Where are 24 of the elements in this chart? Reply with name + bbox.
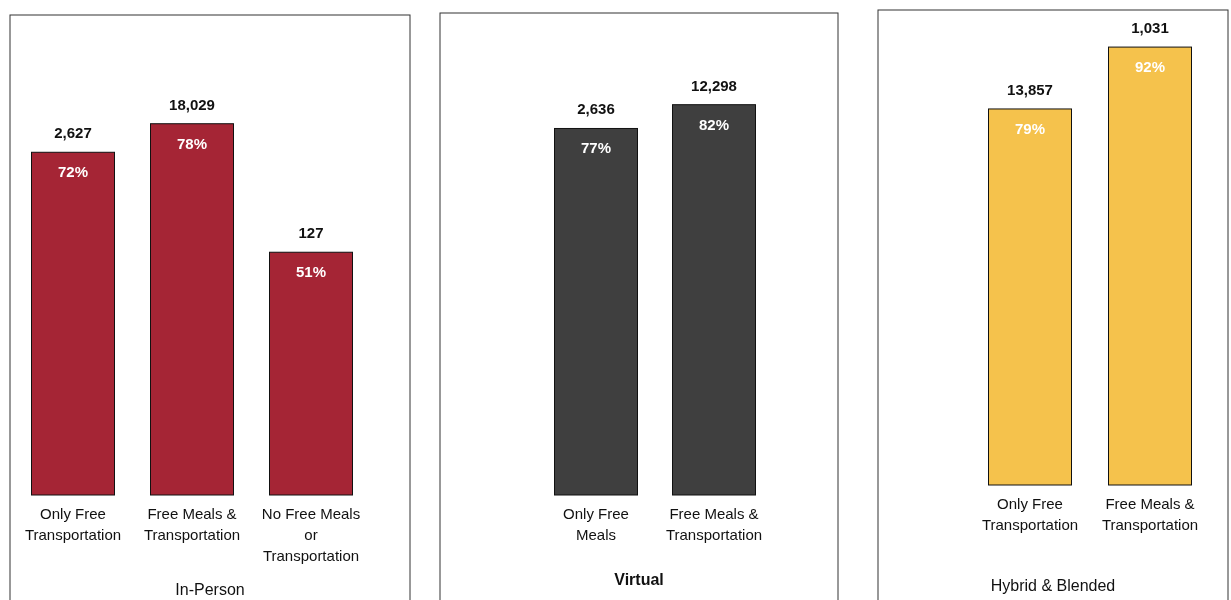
annotation: 2,627 [54, 124, 92, 142]
x-axis-title: Virtual [614, 571, 664, 588]
x-tick-label: Free Meals & Transportation [143, 505, 241, 543]
data-label: 72% [57, 163, 89, 181]
x-tick-label: No Free Meals or Transportation [261, 505, 361, 564]
data-label: 79% [1014, 119, 1046, 137]
x-tick-label: Only Free Transportation [24, 505, 122, 543]
x-axis-title: Hybrid & Blended [990, 577, 1116, 594]
annotation: 2,636 [577, 100, 615, 118]
x-tick-label: Only Free Meals [563, 505, 629, 543]
data-label: 82% [698, 115, 730, 133]
annotation: 13,857 [1007, 80, 1053, 98]
data-label: 77% [580, 139, 612, 157]
text: 12,298 [691, 76, 737, 94]
x-tick-label: Free Meals & Transportation [665, 505, 763, 543]
text: 18,029 [169, 95, 215, 113]
data-label: 78% [176, 134, 208, 152]
x-tick-label: Only Free Transportation [981, 495, 1079, 533]
data-label: 51% [295, 263, 327, 281]
x-axis-title: In-Person [175, 581, 245, 598]
data-label: 92% [1134, 58, 1166, 76]
annotation: 127 [298, 224, 324, 242]
text: 1,031 [1131, 19, 1169, 37]
x-tick-label: Free Meals & Transportation [1101, 495, 1199, 533]
